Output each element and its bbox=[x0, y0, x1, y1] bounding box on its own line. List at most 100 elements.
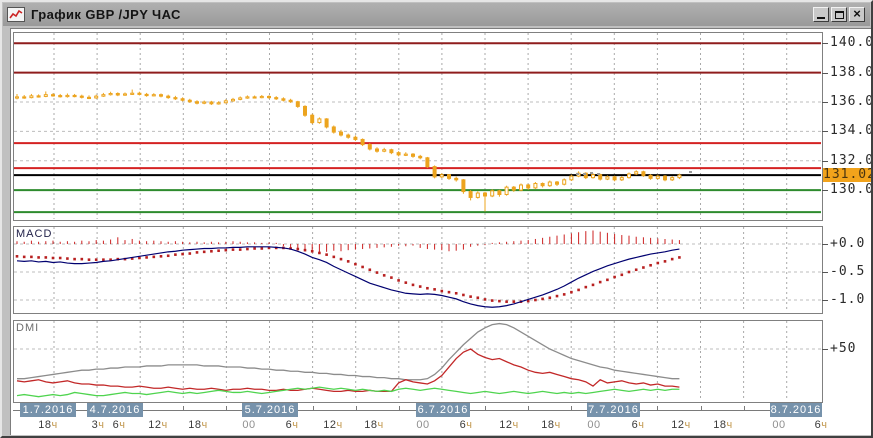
price-chart-canvas[interactable] bbox=[13, 32, 823, 221]
macd-signal-dot bbox=[397, 279, 400, 282]
window-controls: × bbox=[811, 7, 865, 22]
axis-tick bbox=[822, 244, 828, 245]
candle-body bbox=[36, 95, 41, 98]
candle-body bbox=[432, 166, 437, 178]
macd-signal-dot bbox=[66, 257, 69, 260]
candle-body bbox=[288, 99, 293, 103]
candle-body bbox=[547, 181, 552, 187]
maximize-button[interactable] bbox=[831, 7, 847, 22]
candle-body bbox=[245, 96, 250, 99]
hour-number: 18 bbox=[38, 419, 52, 431]
gray-mark bbox=[576, 173, 579, 175]
dmi-plus_di-line bbox=[16, 386, 680, 398]
gray-mark bbox=[689, 171, 692, 173]
hour-number: 18 bbox=[364, 419, 378, 431]
candle-body bbox=[418, 155, 423, 159]
macd-signal-dot bbox=[109, 258, 112, 261]
candle-body bbox=[238, 97, 243, 100]
macd-signal-dot bbox=[37, 256, 40, 259]
axis-tick bbox=[822, 72, 828, 74]
macd-signal-dot bbox=[526, 299, 530, 303]
candle-body bbox=[259, 95, 264, 99]
candle-body bbox=[598, 174, 603, 180]
hour-suffix: ч bbox=[336, 419, 343, 431]
candle-body bbox=[331, 126, 336, 133]
dmi-minus_di-line bbox=[16, 348, 680, 393]
macd-signal-dot bbox=[534, 298, 537, 302]
hour-suffix: ч bbox=[726, 419, 733, 431]
candle-body bbox=[447, 174, 451, 179]
date-badge: 6.7.2016 bbox=[416, 403, 470, 417]
hour-number: 6 bbox=[112, 419, 120, 431]
macd-signal-dot bbox=[404, 281, 408, 284]
panel-border bbox=[13, 32, 823, 221]
hour-number: 18 bbox=[713, 419, 727, 431]
hour-label: 6ч bbox=[113, 419, 126, 431]
candle-body bbox=[22, 96, 27, 99]
macd-signal-dot bbox=[202, 250, 206, 254]
date-axis-tick bbox=[313, 406, 314, 410]
candle-body bbox=[137, 92, 142, 95]
hour-label: 00 bbox=[242, 419, 256, 431]
macd-signal-dot bbox=[332, 255, 336, 259]
date-axis-tick bbox=[528, 406, 529, 410]
candle-body bbox=[267, 95, 271, 99]
candle-body bbox=[231, 98, 235, 102]
hour-number: 12 bbox=[148, 419, 162, 431]
titlebar[interactable]: График GBP /JPY ЧАС × bbox=[3, 3, 870, 26]
candle-body bbox=[454, 177, 459, 181]
hour-suffix: ч bbox=[161, 419, 168, 431]
hour-label: 00 bbox=[416, 419, 430, 431]
candle-body bbox=[79, 95, 84, 98]
hour-label: 12ч bbox=[499, 419, 518, 431]
candle-body bbox=[159, 94, 163, 97]
candle-body bbox=[223, 100, 228, 104]
macd-signal-dot bbox=[181, 252, 184, 256]
candle-body bbox=[641, 171, 646, 176]
macd-signal-dot bbox=[138, 256, 141, 260]
date-badge: 8.7.2016 bbox=[770, 403, 822, 417]
macd-signal-dot bbox=[80, 257, 84, 261]
dmi-pane-label: DMI bbox=[16, 322, 40, 334]
hour-label: 18ч bbox=[713, 419, 732, 431]
macd-signal-dot bbox=[267, 246, 271, 250]
hour-label: 6ч bbox=[815, 419, 828, 431]
date-axis-tick bbox=[356, 406, 357, 410]
macd-line bbox=[16, 246, 680, 308]
macd-signal-dot bbox=[670, 257, 674, 261]
close-button[interactable]: × bbox=[849, 7, 865, 22]
macd-signal-dot bbox=[577, 288, 580, 292]
macd-signal-dot bbox=[606, 278, 609, 282]
hour-number: 6 bbox=[814, 419, 822, 431]
macd-signal-dot bbox=[73, 257, 76, 261]
macd-signal-dot bbox=[505, 300, 508, 303]
price-axis-label: 130.00 bbox=[830, 182, 871, 198]
macd-signal-dot bbox=[354, 262, 357, 266]
minimize-button[interactable] bbox=[813, 7, 829, 22]
macd-canvas[interactable] bbox=[13, 226, 823, 314]
date-badge: 5.7.2016 bbox=[242, 403, 298, 417]
macd-signal-dot bbox=[562, 293, 566, 296]
macd-signal-dot bbox=[649, 263, 652, 267]
price-axis-label: 136.00 bbox=[830, 94, 871, 110]
candle-body bbox=[411, 153, 415, 157]
hour-number: 6 bbox=[631, 419, 639, 431]
gray-mark bbox=[590, 172, 593, 174]
axis-tick bbox=[822, 300, 828, 301]
macd-signal-dot bbox=[512, 300, 516, 303]
candle-body bbox=[396, 152, 401, 156]
candle-body bbox=[101, 94, 106, 97]
candle-body bbox=[339, 131, 343, 136]
macd-signal-dot bbox=[433, 288, 436, 291]
axis-tick bbox=[822, 43, 828, 45]
macd-signal-dot bbox=[418, 285, 422, 288]
macd-signal-dot bbox=[663, 260, 667, 263]
axis-tick bbox=[822, 102, 828, 104]
hour-number: 12 bbox=[671, 419, 685, 431]
candle-body bbox=[663, 175, 667, 181]
dmi-canvas[interactable] bbox=[13, 320, 823, 403]
macd-signal-dot bbox=[30, 255, 33, 259]
candle-body bbox=[353, 136, 358, 140]
candle-body bbox=[382, 149, 387, 152]
hour-suffix: ч bbox=[512, 419, 519, 431]
